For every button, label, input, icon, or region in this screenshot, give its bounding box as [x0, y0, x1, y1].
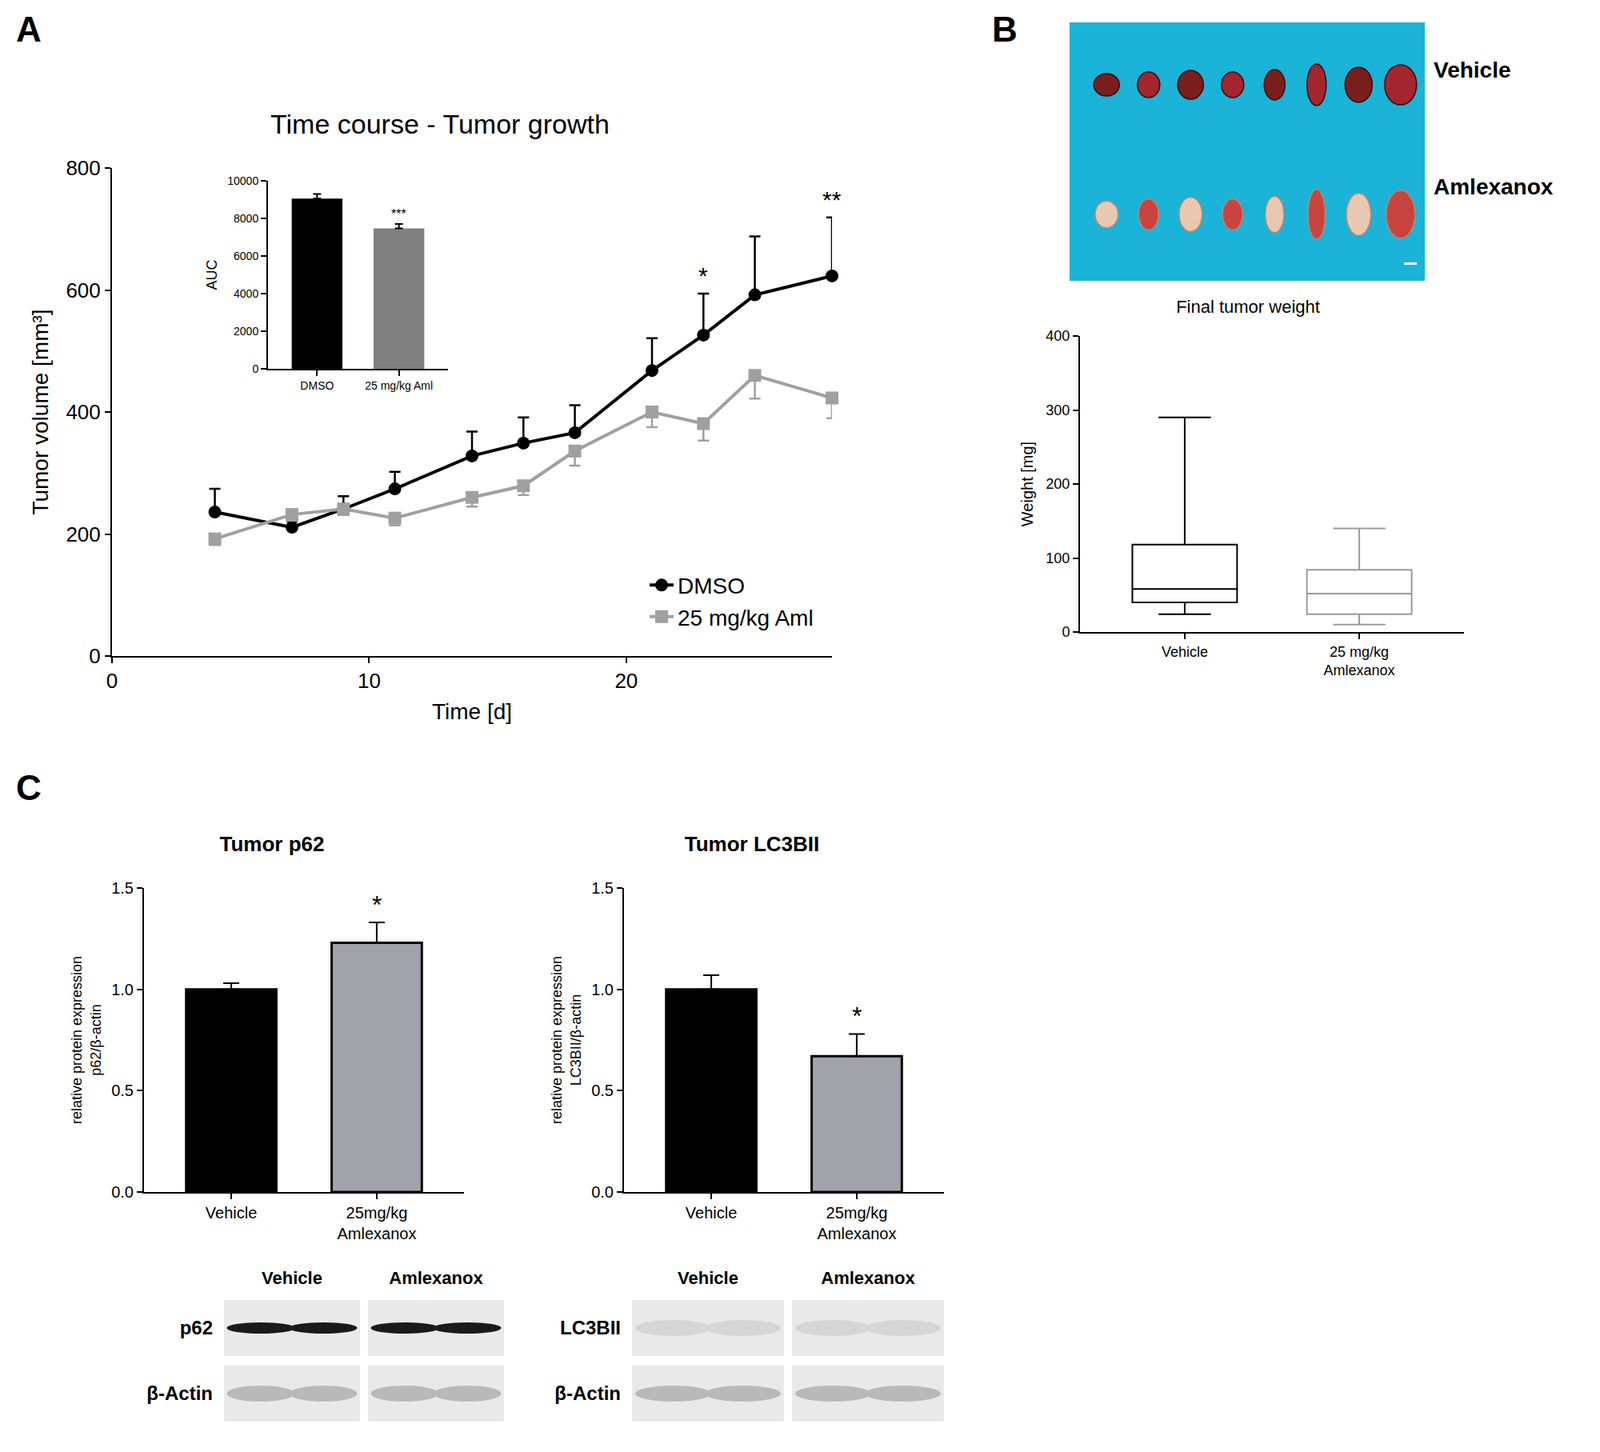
- svg-text:0: 0: [1061, 624, 1070, 640]
- svg-text:1.5: 1.5: [111, 879, 134, 897]
- svg-text:400: 400: [65, 400, 100, 424]
- svg-text:1.0: 1.0: [111, 980, 134, 999]
- svg-text:2000: 2000: [233, 324, 259, 338]
- svg-text:8000: 8000: [233, 212, 259, 225]
- svg-text:Vehicle: Vehicle: [1161, 644, 1208, 660]
- svg-text:10000: 10000: [227, 174, 259, 188]
- svg-text:0: 0: [106, 668, 118, 693]
- svg-text:AUC: AUC: [204, 259, 220, 290]
- html-text:Amlexanox: Amlexanox: [821, 1268, 915, 1288]
- svg-text:relative protein expressionLC3: relative protein expressionLC3BII/β-acti…: [548, 956, 584, 1124]
- html-text:B: B: [992, 9, 1018, 49]
- svg-text:*: *: [852, 1001, 862, 1031]
- svg-text:100: 100: [1045, 550, 1070, 567]
- svg-text:200: 200: [65, 522, 100, 547]
- svg-text:6000: 6000: [233, 249, 259, 263]
- svg-text:Final tumor weight: Final tumor weight: [1176, 296, 1320, 317]
- svg-text:20: 20: [614, 668, 638, 693]
- svg-text:400: 400: [1045, 328, 1070, 344]
- html-text:LC3BII: LC3BII: [560, 1316, 621, 1339]
- svg-text:25 mg/kg Aml: 25 mg/kg Aml: [677, 605, 814, 631]
- svg-text:0: 0: [88, 644, 100, 668]
- svg-text:25 mg/kgAmlexanox: 25 mg/kgAmlexanox: [1324, 644, 1396, 679]
- svg-text:800: 800: [65, 156, 100, 180]
- html-text:β-Actin: β-Actin: [554, 1382, 621, 1404]
- svg-text:Time course - Tumor growth: Time course - Tumor growth: [270, 108, 610, 140]
- svg-text:Tumor p62: Tumor p62: [220, 832, 325, 856]
- svg-text:0.5: 0.5: [591, 1081, 614, 1100]
- html-text:p62: p62: [179, 1316, 213, 1339]
- svg-text:Time [d]: Time [d]: [432, 699, 512, 724]
- svg-text:10: 10: [357, 668, 381, 693]
- svg-text:200: 200: [1045, 476, 1070, 492]
- svg-text:25mg/kgAmlexanox: 25mg/kgAmlexanox: [336, 1204, 416, 1243]
- svg-text:*: *: [698, 262, 708, 289]
- svg-text:***: ***: [391, 207, 407, 221]
- svg-text:Vehicle: Vehicle: [685, 1204, 738, 1222]
- svg-text:Tumor volume [mm³]: Tumor volume [mm³]: [28, 308, 53, 515]
- html-text:C: C: [16, 768, 42, 808]
- svg-text:0: 0: [252, 362, 259, 376]
- svg-text:Vehicle: Vehicle: [205, 1204, 258, 1222]
- html-text:Vehicle: Vehicle: [261, 1268, 323, 1288]
- svg-text:DMSO: DMSO: [677, 573, 745, 599]
- svg-text:0.0: 0.0: [591, 1183, 614, 1201]
- html-text:Amlexanox: Amlexanox: [389, 1268, 483, 1288]
- svg-text:300: 300: [1045, 402, 1070, 419]
- svg-text:**: **: [822, 186, 842, 213]
- svg-text:1.5: 1.5: [591, 879, 614, 897]
- html-text:Vehicle: Vehicle: [677, 1268, 739, 1288]
- svg-text:600: 600: [65, 278, 100, 303]
- svg-text:25mg/kgAmlexanox: 25mg/kgAmlexanox: [816, 1204, 896, 1243]
- svg-text:0.0: 0.0: [111, 1183, 134, 1201]
- svg-text:1.0: 1.0: [591, 980, 614, 999]
- svg-text:Weight [mg]: Weight [mg]: [1018, 441, 1036, 527]
- html-text:Vehicle: Vehicle: [1433, 57, 1511, 83]
- svg-text:relative protein expressionp62: relative protein expressionp62/β-actin: [68, 956, 104, 1124]
- html-text:Amlexanox: Amlexanox: [1433, 174, 1554, 200]
- svg-text:4000: 4000: [233, 287, 259, 300]
- svg-text:0.5: 0.5: [111, 1081, 134, 1100]
- html-text:β-Actin: β-Actin: [146, 1382, 213, 1404]
- svg-text:Tumor LC3BII: Tumor LC3BII: [684, 832, 820, 856]
- svg-text:*: *: [372, 890, 382, 920]
- svg-text:DMSO: DMSO: [300, 379, 334, 392]
- svg-text:25 mg/kg Aml: 25 mg/kg Aml: [364, 379, 433, 392]
- html-text:A: A: [16, 9, 42, 49]
